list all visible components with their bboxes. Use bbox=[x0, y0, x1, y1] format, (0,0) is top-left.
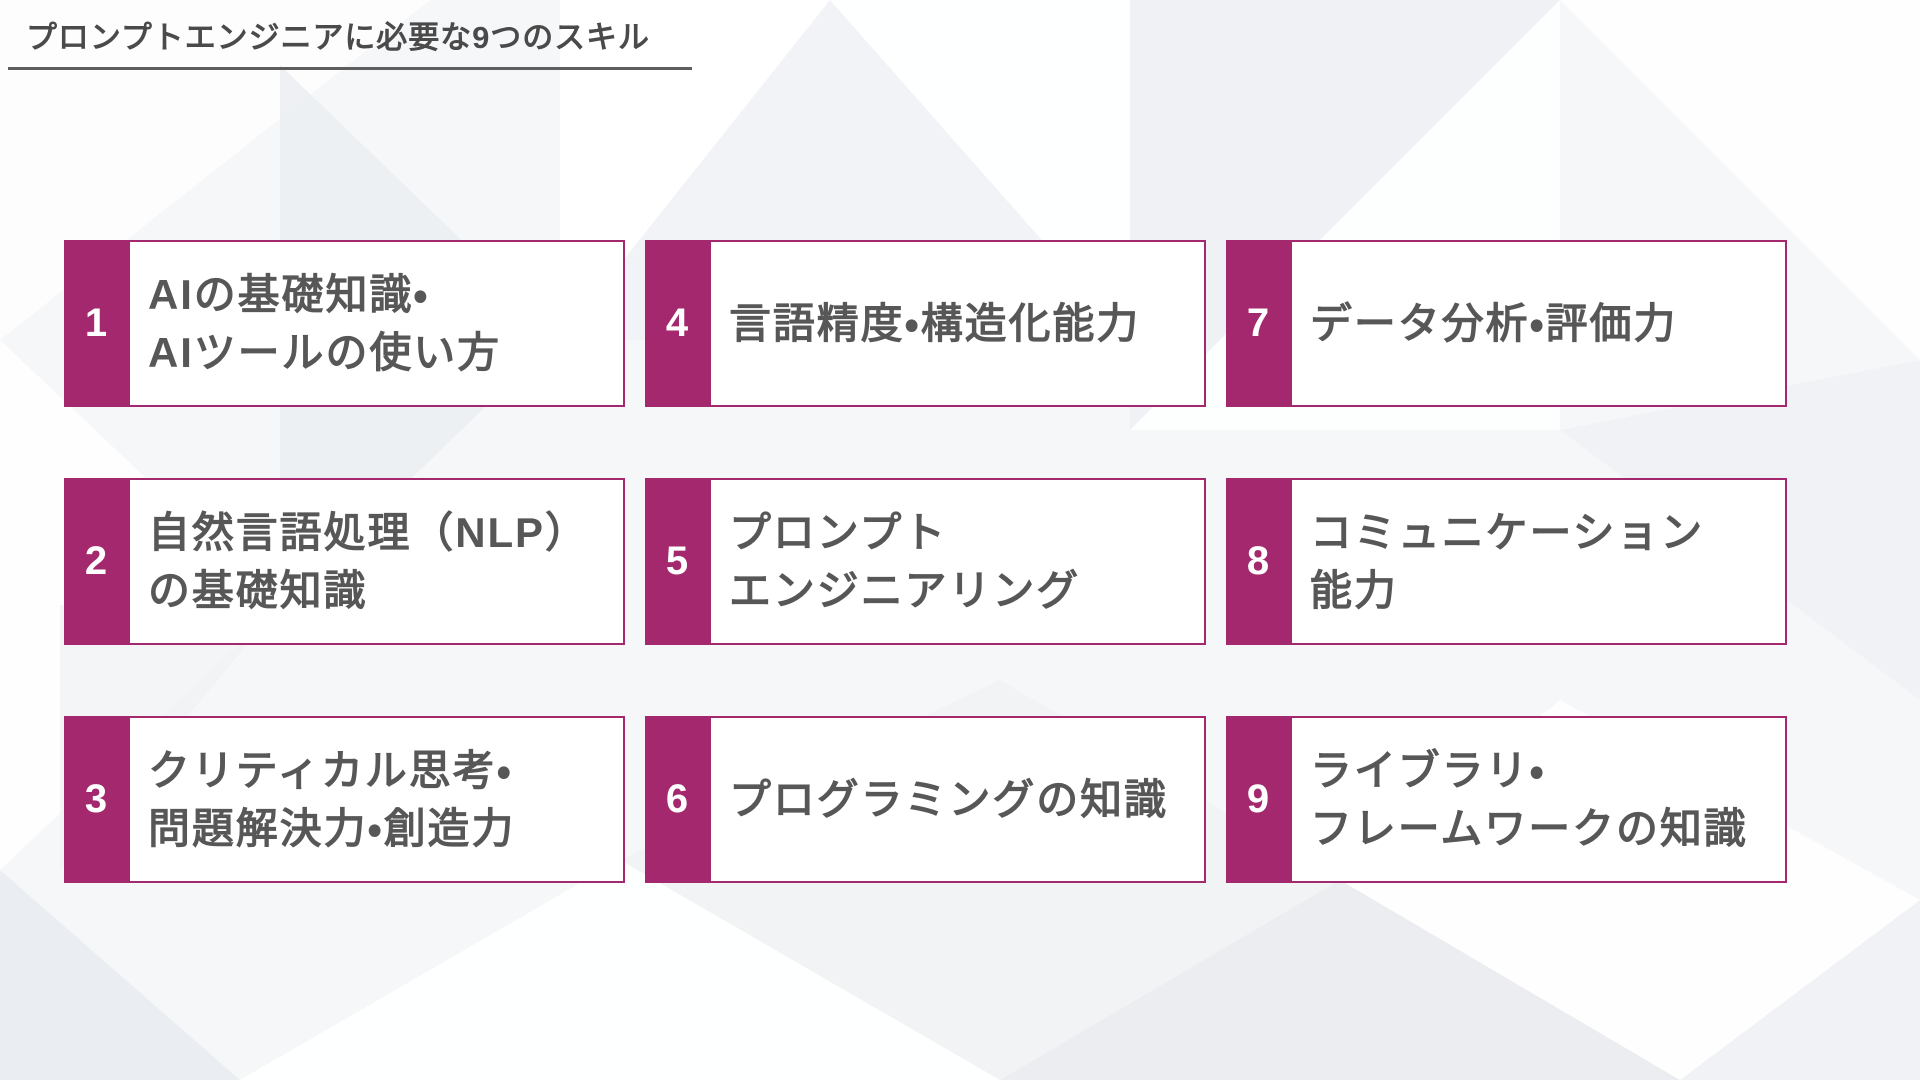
skill-number-badge: 4 bbox=[645, 240, 709, 407]
skill-text-line: AIツールの使い方 bbox=[148, 328, 502, 376]
skill-card-body: プロンプト エンジニアリング bbox=[709, 478, 1206, 645]
skill-text-line: 言語精度・構造化能力 bbox=[729, 299, 1141, 347]
skill-card-1: 1 AIの基礎知識・ AIツールの使い方 bbox=[64, 240, 625, 407]
skill-text-line: プログラミングの知識 bbox=[729, 775, 1168, 823]
skills-grid: 1 AIの基礎知識・ AIツールの使い方 4 言語精度・構造化能力 7 データ分… bbox=[64, 240, 1787, 883]
skill-card-3: 3 クリティカル思考・ 問題解決力・創造力 bbox=[64, 716, 625, 883]
skill-text-line: プロンプト bbox=[729, 508, 948, 556]
skill-number-badge: 3 bbox=[64, 716, 128, 883]
skill-card-8: 8 コミュニケーション 能力 bbox=[1226, 478, 1787, 645]
skill-card-6: 6 プログラミングの知識 bbox=[645, 716, 1206, 883]
skill-card-9: 9 ライブラリ・ フレームワークの知識 bbox=[1226, 716, 1787, 883]
skill-number-badge: 6 bbox=[645, 716, 709, 883]
skill-card-body: ライブラリ・ フレームワークの知識 bbox=[1290, 716, 1787, 883]
skill-card-body: コミュニケーション 能力 bbox=[1290, 478, 1787, 645]
skill-card-body: クリティカル思考・ 問題解決力・創造力 bbox=[128, 716, 625, 883]
skill-card-body: 言語精度・構造化能力 bbox=[709, 240, 1206, 407]
skill-text-line: 自然言語処理（NLP） bbox=[148, 508, 589, 556]
skill-card-body: データ分析・評価力 bbox=[1290, 240, 1787, 407]
skill-text-line: エンジニアリング bbox=[729, 566, 1081, 614]
page-title-underline: プロンプトエンジニアに必要な9つのスキル bbox=[8, 2, 692, 70]
skill-card-body: プログラミングの知識 bbox=[709, 716, 1206, 883]
skill-number-badge: 9 bbox=[1226, 716, 1290, 883]
skill-text-line: データ分析・評価力 bbox=[1310, 299, 1678, 347]
skill-card-body: AIの基礎知識・ AIツールの使い方 bbox=[128, 240, 625, 407]
skill-text-line: 能力 bbox=[1310, 566, 1398, 614]
skill-text-line: クリティカル思考・ bbox=[148, 746, 513, 794]
skill-number-badge: 2 bbox=[64, 478, 128, 645]
skill-text-line: ライブラリ・ bbox=[1310, 746, 1546, 794]
skill-text-line: AIの基礎知識・ bbox=[148, 270, 430, 318]
skill-card-7: 7 データ分析・評価力 bbox=[1226, 240, 1787, 407]
skill-number-badge: 5 bbox=[645, 478, 709, 645]
skill-number-badge: 7 bbox=[1226, 240, 1290, 407]
skill-card-5: 5 プロンプト エンジニアリング bbox=[645, 478, 1206, 645]
skill-number-badge: 8 bbox=[1226, 478, 1290, 645]
skill-text-line: 問題解決力・創造力 bbox=[148, 804, 516, 852]
skill-text-line: の基礎知識 bbox=[148, 566, 368, 614]
skill-text-line: コミュニケーション bbox=[1310, 508, 1705, 556]
skill-number-badge: 1 bbox=[64, 240, 128, 407]
skill-card-2: 2 自然言語処理（NLP） の基礎知識 bbox=[64, 478, 625, 645]
skill-text-line: フレームワークの知識 bbox=[1310, 804, 1748, 852]
page-title: プロンプトエンジニアに必要な9つのスキル bbox=[26, 20, 650, 55]
skill-card-4: 4 言語精度・構造化能力 bbox=[645, 240, 1206, 407]
skill-card-body: 自然言語処理（NLP） の基礎知識 bbox=[128, 478, 625, 645]
